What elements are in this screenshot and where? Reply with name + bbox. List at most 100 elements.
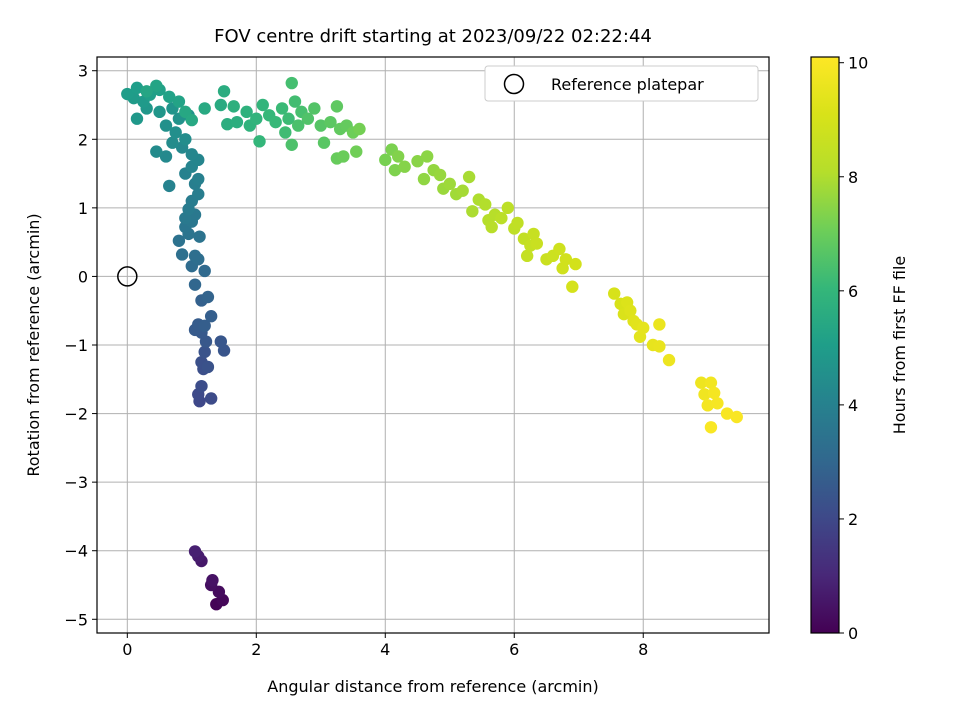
colorbar-tick-label: 0: [848, 624, 858, 643]
colorbar-tick-label: 2: [848, 510, 858, 529]
data-point: [317, 136, 331, 149]
data-point: [166, 136, 179, 149]
data-point: [250, 112, 263, 125]
data-point: [698, 388, 711, 401]
data-point: [569, 257, 582, 271]
data-point: [653, 340, 666, 353]
data-point: [188, 545, 202, 558]
colorbar-tick-label: 10: [848, 54, 868, 73]
legend-box: [484, 65, 759, 102]
data-point: [350, 145, 363, 158]
data-point: [443, 177, 456, 191]
data-point: [462, 170, 476, 184]
x-tick-label: 4: [380, 640, 390, 659]
y-tick-label: 3: [78, 62, 88, 81]
plot-frame: [96, 56, 770, 634]
data-point: [553, 242, 566, 256]
x-tick-label: 8: [638, 640, 648, 659]
data-point: [285, 76, 298, 90]
data-point: [221, 118, 234, 131]
y-tick-label: −5: [64, 610, 88, 629]
data-point: [185, 113, 199, 127]
x-tick-label: 0: [122, 640, 132, 659]
colorbar-ticks: 0 2 4 6 8 10: [839, 54, 868, 643]
data-point: [466, 205, 479, 218]
data-point: [175, 248, 189, 261]
data-point: [285, 138, 298, 151]
colorbar-tick-label: 6: [848, 282, 858, 301]
y-tick-label: 2: [78, 130, 88, 149]
data-point: [130, 112, 144, 125]
data-point: [201, 290, 215, 304]
y-tick-label: −3: [64, 473, 88, 492]
data-point: [204, 310, 218, 323]
data-point: [301, 112, 315, 125]
data-point: [204, 392, 218, 405]
data-point: [206, 574, 219, 587]
colorbar: 0 2 4 6 8 10 Hours from first FF file: [810, 54, 909, 643]
data-point: [253, 135, 266, 148]
data-point: [198, 319, 211, 332]
colorbar-tick-label: 8: [848, 168, 858, 187]
y-tick-label: −2: [64, 405, 88, 424]
data-point: [420, 150, 434, 163]
data-point: [214, 335, 228, 348]
data-point: [559, 253, 573, 266]
data-point: [140, 85, 153, 98]
data-point: [169, 126, 182, 139]
data-point: [433, 168, 447, 182]
data-point: [701, 399, 714, 412]
reference-point-marker: [117, 266, 138, 287]
data-point: [150, 79, 163, 93]
data-point: [163, 179, 176, 193]
data-point: [511, 216, 524, 230]
colorbar-label: Hours from first FF file: [890, 256, 909, 435]
data-point: [288, 95, 302, 108]
data-point: [159, 150, 173, 163]
data-point: [308, 102, 321, 115]
y-axis-label: Rotation from reference (arcmin): [24, 213, 43, 476]
colorbar-frame: [810, 56, 840, 634]
data-point: [193, 230, 206, 243]
y-tick-label: −4: [64, 542, 88, 561]
data-point: [653, 318, 666, 331]
data-point: [353, 122, 366, 136]
data-point: [330, 100, 344, 113]
colorbar-tick-label: 4: [848, 396, 858, 415]
data-point: [711, 397, 724, 410]
y-tick-label: −1: [64, 336, 88, 355]
data-point: [192, 187, 205, 201]
data-point: [179, 133, 192, 146]
data-point: [217, 85, 231, 98]
data-point: [388, 163, 402, 177]
x-tick-label: 2: [251, 640, 261, 659]
data-point: [282, 112, 295, 125]
data-point: [150, 145, 163, 158]
data-point: [720, 407, 734, 420]
data-point: [275, 102, 289, 115]
data-point: [411, 155, 424, 168]
data-point: [704, 376, 718, 389]
data-point: [637, 321, 650, 335]
colorbar-gradient: [811, 57, 839, 633]
y-tick-label: 1: [78, 199, 88, 218]
legend: Reference platepar: [484, 65, 759, 102]
data-point: [214, 98, 228, 112]
scatter-points: [121, 76, 743, 611]
x-tick-label: 6: [509, 640, 519, 659]
data-point: [391, 150, 405, 163]
data-point: [501, 201, 515, 215]
data-point: [163, 90, 176, 103]
data-point: [608, 287, 621, 300]
y-tick-label: 0: [78, 267, 88, 286]
data-point: [185, 148, 199, 161]
data-point: [566, 280, 579, 293]
data-point: [198, 264, 211, 278]
data-point: [130, 81, 144, 95]
data-point: [520, 249, 534, 263]
data-point: [201, 360, 215, 374]
data-point: [704, 421, 718, 434]
data-point: [707, 386, 721, 400]
x-axis-label: Angular distance from reference (arcmin): [267, 677, 598, 696]
